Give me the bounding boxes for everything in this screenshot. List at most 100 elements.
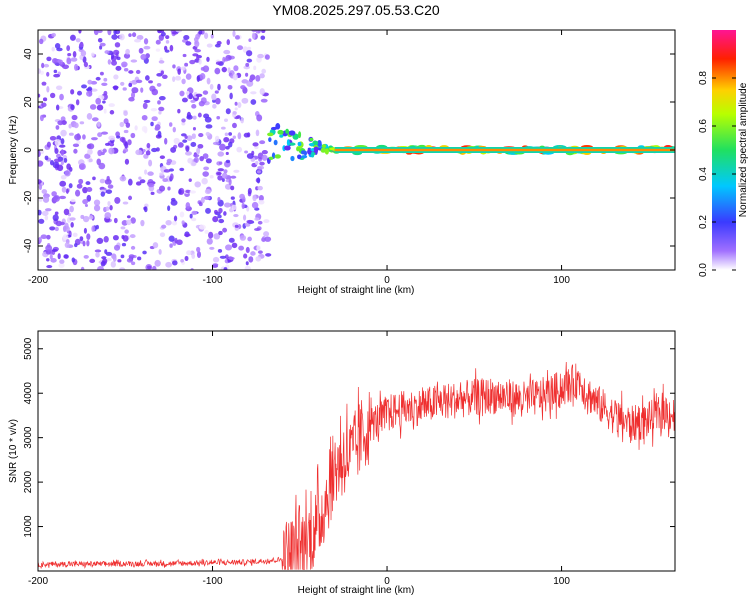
spectrogram-cell xyxy=(201,177,208,185)
spectrogram-cell xyxy=(191,104,197,109)
spectrogram-cell xyxy=(105,251,113,256)
spectrogram-cell xyxy=(39,114,44,122)
spectrogram-cell xyxy=(104,178,112,185)
spectrogram-cell xyxy=(254,227,261,231)
spectrogram-cell xyxy=(66,45,71,52)
spectrogram-cell xyxy=(245,72,249,77)
spectrogram-cell xyxy=(172,76,176,83)
spectrogram-cell xyxy=(87,79,93,85)
spectrogram-cell xyxy=(49,254,53,260)
spectrogram-cell xyxy=(51,191,57,197)
spectrogram-cell xyxy=(97,30,103,34)
spectrogram-cell xyxy=(204,229,209,234)
spectrogram-cell xyxy=(239,234,247,241)
spectrogram-cell xyxy=(53,73,61,78)
spectrogram-cell xyxy=(129,234,136,239)
spectrogram-cell xyxy=(243,253,248,259)
spectrogram-cell xyxy=(119,267,126,270)
spectrogram-cell xyxy=(58,262,65,269)
spectrogram-cell xyxy=(231,204,237,211)
spectrogram-cell xyxy=(70,222,74,228)
spectrogram-cell xyxy=(50,258,57,263)
spectrogram-cell xyxy=(54,211,59,215)
spectrogram-cell xyxy=(206,238,213,245)
spectrogram-cell xyxy=(86,233,91,240)
spectrogram-cell xyxy=(198,133,204,138)
spectrogram-cell xyxy=(233,65,239,72)
spectrogram-cell xyxy=(49,92,56,99)
spectrogram-cell xyxy=(228,237,235,243)
spectrogram-cell xyxy=(194,49,202,53)
spectrogram-cell xyxy=(142,102,148,110)
spectrogram-cell xyxy=(159,185,166,192)
spectrogram-cell xyxy=(180,258,184,263)
spectrogram-cell xyxy=(191,217,197,222)
spectrogram-cell xyxy=(284,145,291,151)
spectrogram-cell xyxy=(218,207,223,214)
spectrogram-cell xyxy=(184,151,192,156)
spectrogram-cell xyxy=(59,259,65,264)
spectrogram-cell xyxy=(99,45,103,50)
spectrogram-cell xyxy=(74,133,82,141)
spectrogram-cell xyxy=(205,158,212,164)
spectrogram-cell xyxy=(217,214,222,219)
spectrogram-cell xyxy=(165,40,170,44)
spectrogram-cell xyxy=(123,148,129,153)
spectrogram-x-label: Height of straight line (km) xyxy=(298,285,415,296)
spectrogram-cell xyxy=(217,249,223,253)
spectrogram-cell xyxy=(115,65,122,71)
spectrogram-cell xyxy=(228,178,232,186)
spectrogram-cell xyxy=(308,142,315,147)
spectrogram-cell xyxy=(135,79,143,84)
y-tick-label: 3000 xyxy=(23,426,34,449)
spectrogram-cell xyxy=(42,196,50,203)
spectrogram-cell xyxy=(70,57,78,62)
spectrogram-cell xyxy=(66,57,72,65)
spectrogram-cell xyxy=(79,163,86,170)
spectrogram-cell xyxy=(122,235,129,242)
spectrogram-cell xyxy=(128,33,132,38)
spectrogram-cell xyxy=(214,90,219,94)
spectrogram-cell xyxy=(137,256,142,261)
spectrogram-cell xyxy=(226,39,230,46)
spectrogram-cell xyxy=(142,148,146,153)
spectrogram-cell xyxy=(134,125,138,131)
spectrogram-cell xyxy=(221,66,227,73)
spectrogram-cell xyxy=(142,250,147,255)
spectrogram-cell xyxy=(107,201,111,206)
spectrogram-cell xyxy=(42,97,48,102)
spectrogram-cell xyxy=(128,82,133,88)
spectrogram-cell xyxy=(99,71,104,76)
spectrogram-cell xyxy=(119,121,125,128)
spectrogram-cell xyxy=(113,244,121,251)
spectrogram-cell xyxy=(243,132,250,138)
spectrogram-cell xyxy=(130,217,136,224)
spectrogram-cell xyxy=(41,102,47,108)
spectrogram-cell xyxy=(242,46,248,53)
spectrogram-cell xyxy=(191,133,196,140)
spectrogram-cell xyxy=(83,61,89,68)
spectrogram-cell xyxy=(244,265,251,270)
spectrogram-cell xyxy=(190,267,194,270)
spectrogram-cell xyxy=(245,261,249,266)
spectrogram-cell xyxy=(205,207,211,214)
spectrogram-cell xyxy=(123,67,129,72)
spectrogram-cell xyxy=(214,67,221,75)
spectrogram-cell xyxy=(73,122,79,129)
spectrogram-cell xyxy=(136,35,144,41)
spectrogram-cell xyxy=(174,237,178,244)
spectrogram-cell xyxy=(135,149,143,156)
spectrogram-cell xyxy=(158,249,162,255)
spectrogram-cell xyxy=(121,61,128,68)
spectrogram-cell xyxy=(147,171,154,176)
spectrogram-cell xyxy=(250,251,256,256)
spectrogram-cell xyxy=(54,226,59,232)
spectrogram-cell xyxy=(80,214,85,219)
spectrogram-cell xyxy=(246,58,253,63)
spectrogram-cell xyxy=(87,148,93,155)
spectrogram-cell xyxy=(88,158,93,163)
spectrogram-cell xyxy=(230,175,237,179)
spectrogram-cell xyxy=(160,31,166,37)
spectrogram-cell xyxy=(158,95,166,101)
spectrogram-cell xyxy=(191,210,198,216)
